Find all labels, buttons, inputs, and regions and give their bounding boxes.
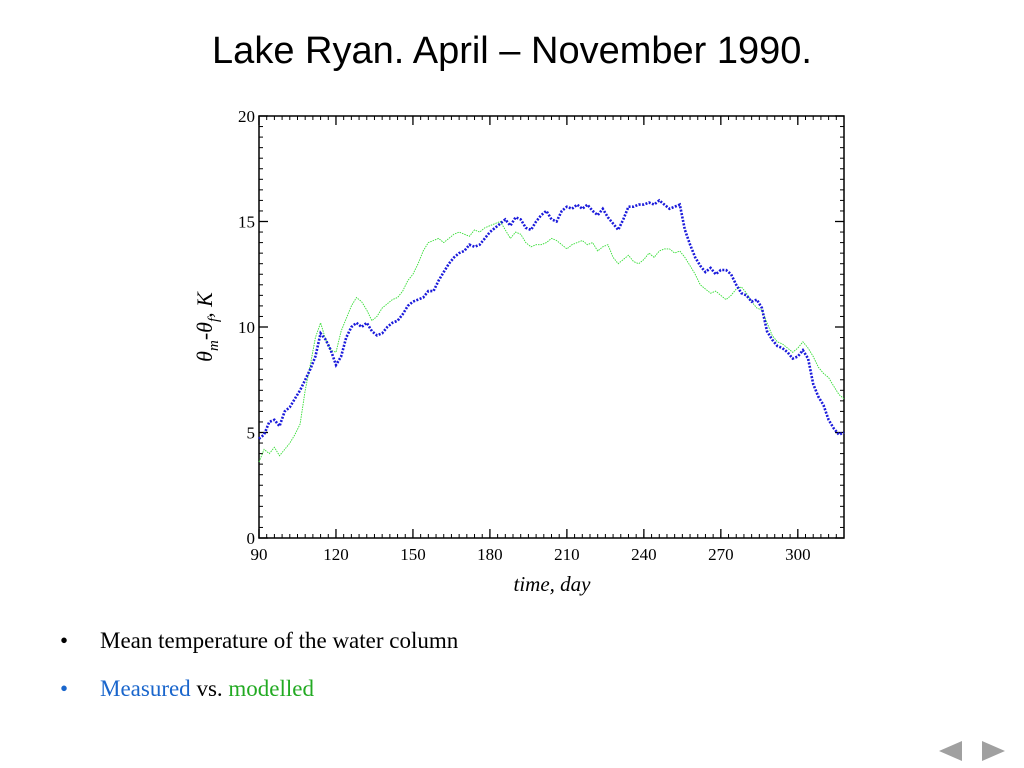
plot-frame (258, 115, 845, 539)
bullet-marker: • (60, 676, 69, 701)
y-label-theta-f: θ (192, 322, 217, 333)
x-tick-label: 240 (631, 545, 657, 564)
y-axis-label: θm-θf, K (192, 291, 222, 362)
x-tick-label: 300 (785, 545, 811, 564)
x-tick-label: 150 (400, 545, 426, 564)
x-tick-label: 270 (708, 545, 734, 564)
axis-ticks (258, 115, 845, 539)
bullet-item-2: • Measured vs. modelled (60, 676, 458, 724)
bullet-marker: • (60, 628, 69, 653)
x-tick-labels: 90 120 150 180 210 240 270 300 (251, 545, 811, 564)
bullet-item-1: • Mean temperature of the water column (60, 628, 458, 676)
x-tick-label: 120 (323, 545, 349, 564)
previous-slide-icon[interactable] (938, 740, 964, 762)
x-tick-label: 90 (251, 545, 268, 564)
y-tick-label: 10 (238, 318, 255, 337)
bullet-list: • Mean temperature of the water column •… (60, 628, 458, 724)
y-label-dash: - (192, 333, 217, 340)
y-label-theta-m: θ (192, 351, 217, 362)
slide-navigation (938, 740, 1006, 762)
series-layer (258, 198, 845, 463)
y-tick-label: 5 (247, 424, 256, 443)
y-label-sub-f: f (206, 316, 222, 322)
vs-word: vs. (190, 676, 229, 701)
y-tick-label: 0 (247, 529, 256, 548)
series-line-measured (258, 198, 845, 440)
y-tick-label: 20 (238, 107, 255, 126)
bullet-text: Mean temperature of the water column (100, 628, 459, 653)
y-label-sub-m: m (206, 340, 222, 351)
modelled-word: modelled (228, 676, 314, 701)
x-tick-label: 210 (554, 545, 580, 564)
y-tick-label: 15 (238, 213, 255, 232)
series-line-modelled (258, 220, 845, 463)
x-tick-label: 180 (477, 545, 503, 564)
slide-title: Lake Ryan. April – November 1990. (212, 30, 812, 72)
x-axis-label: time, day (514, 572, 592, 596)
next-slide-icon[interactable] (980, 740, 1006, 762)
measured-word: Measured (100, 676, 191, 701)
y-tick-labels: 0 5 10 15 20 (238, 107, 255, 548)
svg-text:θm-θf, K: θm-θf, K (192, 291, 222, 362)
y-label-unit: , K (192, 291, 217, 318)
